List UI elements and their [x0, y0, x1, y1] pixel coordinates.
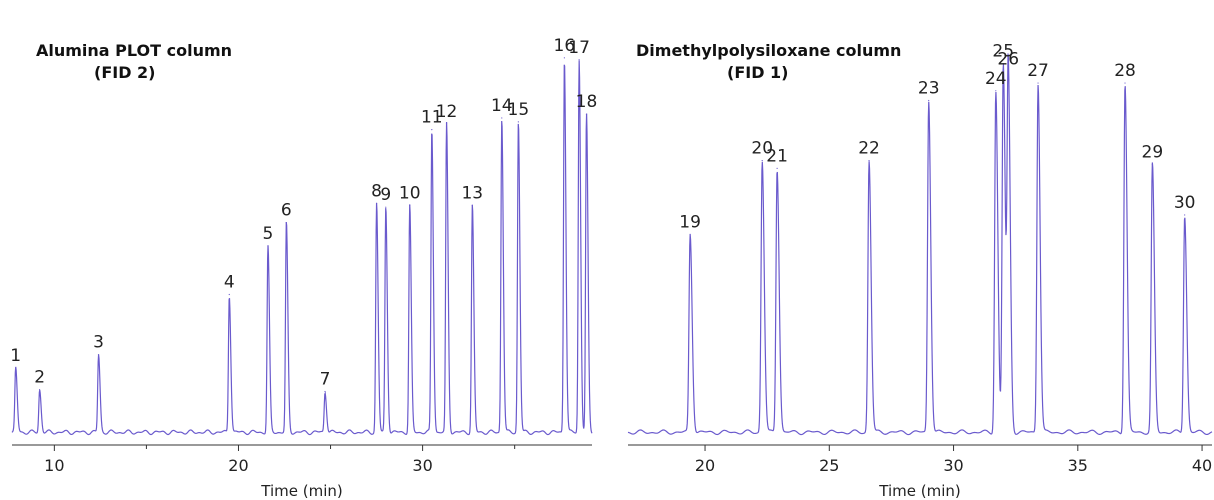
peak-point: [1184, 214, 1186, 216]
peak-label-1: 1: [10, 346, 21, 366]
peak-point: [928, 99, 930, 102]
peak-point: [1151, 163, 1153, 166]
peak-label-12: 12: [436, 102, 458, 122]
peak-point: [761, 160, 763, 162]
peak-label-20: 20: [751, 139, 773, 159]
peak-point: [776, 167, 778, 169]
peak-label-16: 16: [554, 36, 576, 56]
chart-subtitle: (FID 1): [727, 63, 789, 82]
peak-label-28: 28: [1114, 61, 1136, 81]
peak-point: [267, 245, 269, 247]
peak-label-24: 24: [985, 69, 1007, 89]
peak-point: [517, 121, 519, 123]
x-tick-label: 35: [1068, 456, 1088, 475]
peak-point: [445, 123, 448, 125]
peak-point: [868, 160, 870, 162]
peak-label-27: 27: [1027, 61, 1049, 81]
peak-label-18: 18: [576, 92, 598, 112]
peak-label-22: 22: [858, 139, 880, 159]
peak-point: [578, 59, 580, 61]
peak-label-7: 7: [320, 370, 331, 390]
peak-point: [995, 90, 997, 92]
peak-point: [471, 204, 473, 206]
peak-label-2: 2: [34, 368, 45, 388]
peak-label-3: 3: [93, 333, 104, 353]
x-tick-label: 40: [1192, 456, 1212, 475]
peak-point: [501, 117, 503, 119]
peak-label-26: 26: [997, 49, 1019, 69]
peak-point: [324, 390, 326, 393]
x-tick-label: 20: [695, 456, 715, 475]
peak-label-5: 5: [263, 224, 274, 244]
peak-point: [1037, 82, 1039, 84]
peak-point: [585, 113, 588, 115]
peak-label-13: 13: [461, 183, 483, 203]
chart-alumina-plot: Alumina PLOT column (FID 2) Time (min) 1…: [10, 36, 597, 500]
peak-point: [431, 129, 433, 131]
peak-point: [385, 206, 387, 208]
chart-title: Alumina PLOT column: [36, 41, 232, 60]
peak-point: [39, 388, 41, 391]
peak-label-15: 15: [508, 100, 530, 120]
x-tick-label: 10: [44, 456, 64, 475]
peak-label-11: 11: [421, 108, 443, 128]
x-tick-label: 20: [228, 456, 248, 475]
x-axis-label: Time (min): [878, 482, 960, 500]
chromatogram-trace: [11, 60, 593, 436]
peak-point: [1007, 70, 1009, 72]
chart-title: Dimethylpolysiloxane column: [636, 41, 901, 60]
peak-label-8: 8: [371, 181, 382, 201]
peak-label-14: 14: [491, 96, 513, 116]
chart-subtitle: (FID 2): [94, 63, 156, 82]
peak-point: [1124, 82, 1126, 84]
peak-label-4: 4: [224, 273, 235, 293]
peak-point: [563, 57, 565, 59]
x-tick-label: 25: [819, 456, 839, 475]
peak-label-23: 23: [918, 79, 940, 99]
x-axis-label: Time (min): [260, 482, 342, 500]
peak-point: [689, 233, 691, 235]
peak-label-17: 17: [568, 38, 590, 58]
peak-point: [285, 222, 287, 224]
peak-point: [409, 204, 411, 206]
peak-label-10: 10: [399, 183, 421, 203]
peak-label-29: 29: [1142, 143, 1164, 163]
peak-label-30: 30: [1174, 193, 1196, 213]
x-tick-label: 30: [412, 456, 432, 475]
peak-point: [1002, 63, 1004, 65]
peak-point: [97, 354, 100, 356]
peak-label-19: 19: [679, 212, 701, 232]
peak-label-25: 25: [992, 42, 1014, 62]
x-tick-label: 30: [943, 456, 963, 475]
chart-dimethylpolysiloxane: Dimethylpolysiloxane column (FID 1) Time…: [627, 41, 1213, 500]
chromatogram-trace: [627, 53, 1213, 436]
peak-label-6: 6: [281, 201, 292, 221]
peak-label-9: 9: [380, 185, 391, 205]
peak-point: [15, 367, 17, 369]
peak-point: [228, 293, 230, 296]
peak-point: [375, 202, 378, 204]
peak-label-21: 21: [766, 146, 788, 166]
